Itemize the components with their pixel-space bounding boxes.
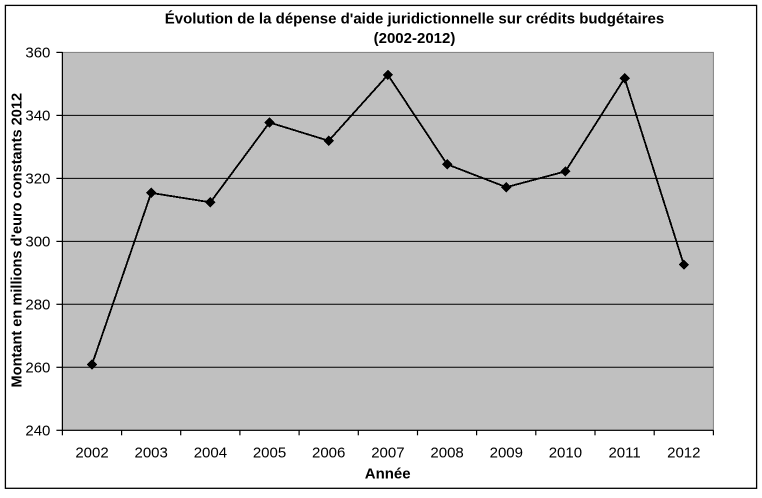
svg-text:2007: 2007 (371, 445, 404, 462)
svg-text:2008: 2008 (430, 445, 463, 462)
svg-text:(2002-2012): (2002-2012) (374, 30, 456, 47)
svg-text:2006: 2006 (312, 445, 345, 462)
svg-text:Évolution de la dépense d'aide: Évolution de la dépense d'aide juridicti… (165, 11, 665, 28)
svg-text:2002: 2002 (75, 445, 108, 462)
svg-text:Montant en millions d'euro con: Montant en millions d'euro constants 201… (10, 93, 26, 388)
svg-text:2011: 2011 (608, 445, 640, 462)
svg-text:2009: 2009 (490, 445, 523, 462)
svg-text:320: 320 (25, 171, 50, 188)
svg-text:2012: 2012 (667, 445, 700, 462)
svg-text:260: 260 (25, 360, 50, 377)
svg-text:240: 240 (25, 423, 50, 440)
svg-text:2005: 2005 (253, 445, 286, 462)
svg-text:2004: 2004 (194, 445, 227, 462)
svg-text:2003: 2003 (135, 445, 168, 462)
svg-text:300: 300 (25, 234, 50, 251)
svg-text:340: 340 (25, 108, 50, 125)
svg-text:2010: 2010 (549, 445, 582, 462)
svg-text:360: 360 (25, 45, 50, 62)
svg-text:Année: Année (365, 466, 411, 483)
svg-text:280: 280 (25, 297, 50, 314)
